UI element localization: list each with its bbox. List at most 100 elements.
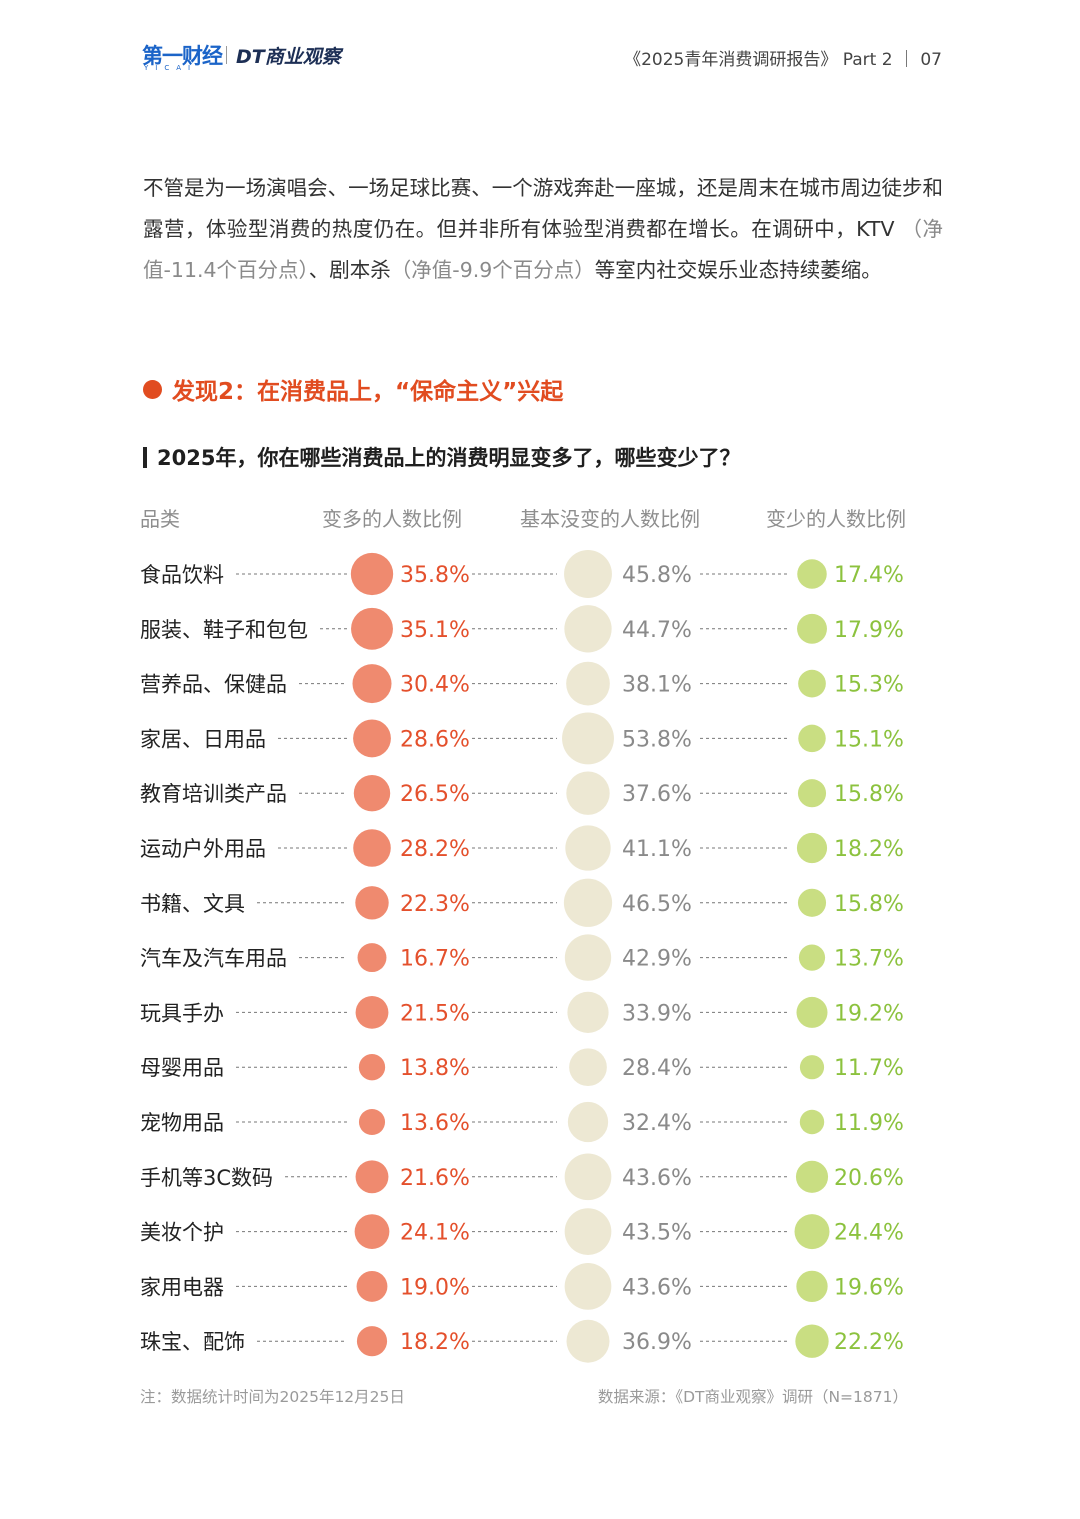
same-bubble <box>567 1101 609 1143</box>
less-bubble <box>795 1324 829 1358</box>
less-bubble <box>797 888 827 917</box>
more-value-label: 21.6% <box>400 1166 470 1191</box>
category-label: 服装、鞋子和包包 <box>140 618 308 642</box>
more-value-label: 16.7% <box>400 947 470 972</box>
same-value-label: 28.4% <box>622 1056 692 1081</box>
less-value-label: 15.1% <box>834 727 904 752</box>
same-value-label: 43.6% <box>622 1166 692 1191</box>
logo-divider <box>226 46 227 64</box>
same-bubble <box>562 712 614 765</box>
page-header: 第一财经 YICAI DT商业观察 《2025青年消费调研报告》 Part 2 … <box>0 0 1080 110</box>
footnote-source: 数据来源：《DT商业观察》调研（N=1871） <box>597 1388 908 1406</box>
same-bubble <box>563 878 613 927</box>
category-label: 书籍、文具 <box>140 892 245 916</box>
same-value-label: 42.9% <box>622 947 692 972</box>
same-bubble <box>565 825 611 871</box>
less-bubble <box>798 724 826 753</box>
same-value-label: 43.6% <box>622 1275 692 1300</box>
less-bubble <box>796 1270 828 1303</box>
more-value-label: 13.6% <box>400 1111 470 1136</box>
more-bubble <box>354 1214 390 1249</box>
less-bubble <box>794 1214 830 1250</box>
more-bubble <box>352 664 392 704</box>
more-value-label: 19.0% <box>400 1275 470 1300</box>
chart-title-row: 2025年，你在哪些消费品上的消费明显变多了，哪些变少了？ <box>143 442 740 472</box>
less-value-label: 19.6% <box>834 1275 904 1300</box>
same-value-label: 38.1% <box>622 673 692 698</box>
same-bubble <box>566 661 610 706</box>
same-bubble <box>566 1319 610 1363</box>
category-label: 教育培训类产品 <box>140 782 287 806</box>
more-value-label: 35.1% <box>400 618 470 643</box>
category-label: 汽车及汽车用品 <box>140 947 287 971</box>
more-bubble <box>356 1326 388 1357</box>
more-bubble <box>353 719 391 758</box>
finding-heading: 发现2：在消费品上，“保命主义”兴起 <box>143 372 563 406</box>
more-value-label: 28.6% <box>400 727 470 752</box>
more-bubble <box>351 607 393 650</box>
less-bubble <box>797 779 827 808</box>
less-bubble <box>795 1160 829 1193</box>
same-value-label: 45.8% <box>622 563 692 588</box>
category-label: 珠宝、配饰 <box>140 1330 245 1354</box>
more-value-label: 30.4% <box>400 673 470 698</box>
column-header-category: 品类 <box>140 507 180 531</box>
more-bubble <box>353 829 391 867</box>
intro-text-1: 不管是为一场演唱会、一场足球比赛、一个游戏奔赴一座城，还是周末在城市周边徒步和露… <box>143 176 943 241</box>
footnote-date: 注：数据统计时间为2025年12月25日 <box>140 1388 405 1406</box>
yicai-logo-subtext: YICAI <box>144 64 198 72</box>
more-value-label: 22.3% <box>400 892 470 917</box>
same-bubble <box>567 991 609 1033</box>
less-value-label: 15.8% <box>834 892 904 917</box>
more-value-label: 35.8% <box>400 563 470 588</box>
more-value-label: 13.8% <box>400 1056 470 1081</box>
less-value-label: 15.3% <box>834 673 904 698</box>
more-bubble <box>356 1270 388 1302</box>
same-value-label: 43.5% <box>622 1221 692 1246</box>
column-header-less: 变少的人数比例 <box>766 507 906 531</box>
less-value-label: 19.2% <box>834 1001 904 1026</box>
intro-note-ktv: （净值-11.4个百分点） <box>143 217 943 282</box>
less-value-label: 15.8% <box>834 782 904 807</box>
less-value-label: 20.6% <box>834 1166 904 1191</box>
less-bubble <box>798 669 826 698</box>
less-value-label: 24.4% <box>834 1221 904 1246</box>
report-title: 《2025青年消费调研报告》 Part 2 ｜ 07 <box>624 50 942 70</box>
category-label: 手机等3C数码 <box>140 1166 273 1190</box>
column-header-more: 变多的人数比例 <box>322 507 462 531</box>
category-label: 家居、日用品 <box>140 727 266 751</box>
less-value-label: 11.9% <box>834 1111 904 1136</box>
intro-note-jubensha: （净值-9.9个百分点） <box>390 258 595 282</box>
same-bubble <box>564 1208 612 1255</box>
more-bubble <box>353 774 391 812</box>
less-value-label: 13.7% <box>834 947 904 972</box>
less-bubble <box>799 1055 825 1080</box>
category-label: 母婴用品 <box>140 1056 224 1080</box>
less-bubble <box>798 944 826 971</box>
same-value-label: 37.6% <box>622 782 692 807</box>
more-bubble <box>358 1054 386 1081</box>
bubble-table-chart: 食品饮料 35.8% 45.8% 17.4% 服装、鞋子和包包 35.1% 44.7% 17.… <box>140 550 904 1363</box>
same-bubble <box>564 1153 612 1201</box>
intro-paragraph: 不管是为一场演唱会、一场足球比赛、一个游戏奔赴一座城，还是周末在城市周边徒步和露… <box>143 168 943 291</box>
less-bubble <box>797 613 827 644</box>
same-value-label: 33.9% <box>622 1001 692 1026</box>
less-bubble <box>799 1109 825 1135</box>
less-value-label: 17.9% <box>834 618 904 643</box>
category-label: 美妆个护 <box>140 1221 224 1245</box>
same-value-label: 32.4% <box>622 1111 692 1136</box>
intro-text-3: 等室内社交娱乐业态持续萎缩。 <box>594 258 882 282</box>
more-value-label: 18.2% <box>400 1330 470 1355</box>
less-bubble <box>796 996 828 1028</box>
same-value-label: 41.1% <box>622 837 692 862</box>
chart-title: 2025年，你在哪些消费品上的消费明显变多了，哪些变少了？ <box>157 446 741 470</box>
less-bubble <box>797 559 827 589</box>
more-bubble <box>357 943 387 973</box>
yicai-logo: 第一财经 <box>142 44 223 68</box>
less-value-label: 18.2% <box>834 837 904 862</box>
less-value-label: 11.7% <box>834 1056 904 1081</box>
title-bar-icon <box>143 446 147 468</box>
same-bubble <box>566 771 610 815</box>
category-label: 玩具手办 <box>140 1001 224 1025</box>
same-value-label: 36.9% <box>622 1330 692 1355</box>
